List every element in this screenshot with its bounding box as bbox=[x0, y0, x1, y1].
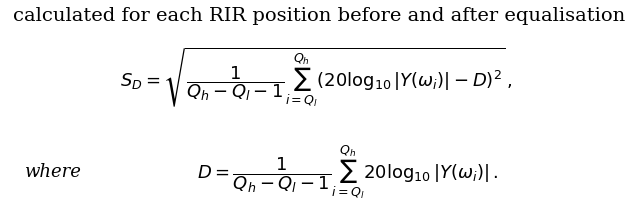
Text: $D=\dfrac{1}{Q_{h}-Q_{l}-1}\sum_{i=Q_{l}}^{Q_{h}} 20\log_{10}|Y(\omega_{i})|\,.$: $D=\dfrac{1}{Q_{h}-Q_{l}-1}\sum_{i=Q_{l}… bbox=[197, 143, 498, 201]
Text: calculated for each RIR position before and after equalisation: calculated for each RIR position before … bbox=[13, 7, 625, 25]
Text: $S_{D}=\sqrt{\dfrac{1}{Q_{h}-Q_{l}-1}\sum_{i=Q_{l}}^{Q_{h}}\left(20\log_{10}|Y(\: $S_{D}=\sqrt{\dfrac{1}{Q_{h}-Q_{l}-1}\su… bbox=[119, 45, 513, 109]
Text: where: where bbox=[25, 163, 82, 181]
